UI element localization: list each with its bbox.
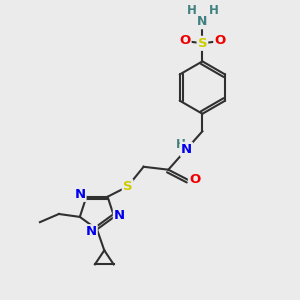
Text: S: S (198, 37, 207, 50)
Text: N: N (74, 188, 86, 201)
Text: S: S (123, 180, 132, 193)
Text: H: H (176, 138, 186, 151)
Text: O: O (179, 34, 191, 47)
Text: H: H (208, 4, 218, 16)
Text: N: N (181, 143, 192, 156)
Text: H: H (186, 4, 196, 16)
Text: N: N (85, 225, 97, 238)
Text: N: N (197, 15, 208, 28)
Text: O: O (214, 34, 226, 47)
Text: N: N (114, 209, 125, 222)
Text: O: O (189, 173, 200, 186)
